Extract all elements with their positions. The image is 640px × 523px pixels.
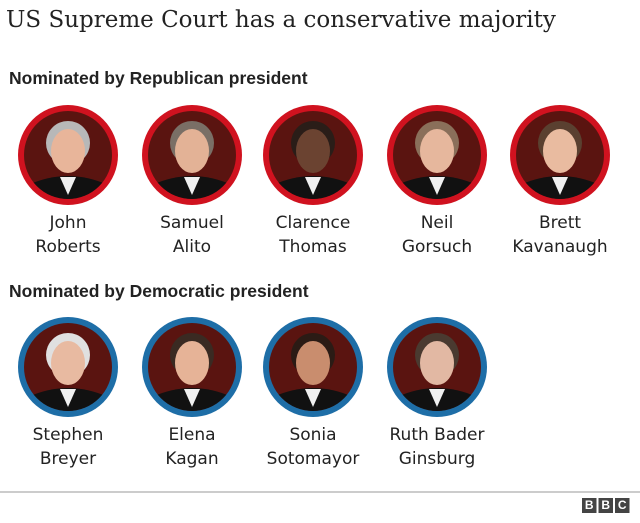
justice-last-name: Kagan — [165, 449, 218, 469]
justice-last-name: Alito — [173, 237, 211, 257]
justice-first-name: Stephen — [33, 425, 104, 445]
justice-last-name: Sotomayor — [267, 449, 360, 469]
collar — [429, 389, 445, 407]
face — [420, 341, 454, 385]
face — [420, 129, 454, 173]
logo-box — [582, 498, 597, 513]
logo-box — [598, 498, 613, 513]
portrait — [18, 105, 118, 205]
justice-last-name: Gorsuch — [402, 237, 472, 257]
title: US Supreme Court has a conservative majo… — [6, 7, 556, 33]
logo-letter: C — [618, 498, 627, 512]
photo — [24, 111, 112, 199]
collar — [552, 177, 568, 195]
justice-first-name: Brett — [539, 213, 581, 233]
justice-first-name: Neil — [421, 213, 454, 233]
face — [175, 129, 209, 173]
portrait — [387, 317, 487, 417]
justice-last-name: Kavanaugh — [512, 237, 607, 257]
collar — [429, 177, 445, 195]
portrait — [510, 105, 610, 205]
logo-box — [615, 498, 630, 513]
portrait — [18, 317, 118, 417]
logo-letter: B — [585, 498, 594, 512]
justice-last-name: Roberts — [35, 237, 100, 257]
group-heading: Nominated by Democratic president — [9, 281, 309, 301]
justice-first-name: Sonia — [289, 425, 336, 445]
portrait — [142, 317, 242, 417]
justice-first-name: Samuel — [160, 213, 224, 233]
collar — [305, 177, 321, 195]
face — [51, 341, 85, 385]
face — [543, 129, 577, 173]
portrait — [142, 105, 242, 205]
justice-first-name: John — [49, 213, 87, 233]
justice-first-name: Ruth Bader — [390, 425, 485, 445]
collar — [60, 177, 76, 195]
collar — [60, 389, 76, 407]
face — [296, 341, 330, 385]
face — [51, 129, 85, 173]
photo — [269, 111, 357, 199]
portrait — [263, 317, 363, 417]
portrait — [387, 105, 487, 205]
portrait — [263, 105, 363, 205]
logo-letter: B — [601, 498, 610, 512]
justice-last-name: Ginsburg — [399, 449, 476, 469]
group-heading: Nominated by Republican president — [9, 68, 308, 88]
face — [175, 341, 209, 385]
justice-first-name: Elena — [168, 425, 215, 445]
collar — [305, 389, 321, 407]
photo — [269, 323, 357, 411]
collar — [184, 389, 200, 407]
justice-last-name: Thomas — [278, 237, 347, 257]
face — [296, 129, 330, 173]
justice-last-name: Breyer — [40, 449, 96, 469]
collar — [184, 177, 200, 195]
justice-first-name: Clarence — [276, 213, 351, 233]
